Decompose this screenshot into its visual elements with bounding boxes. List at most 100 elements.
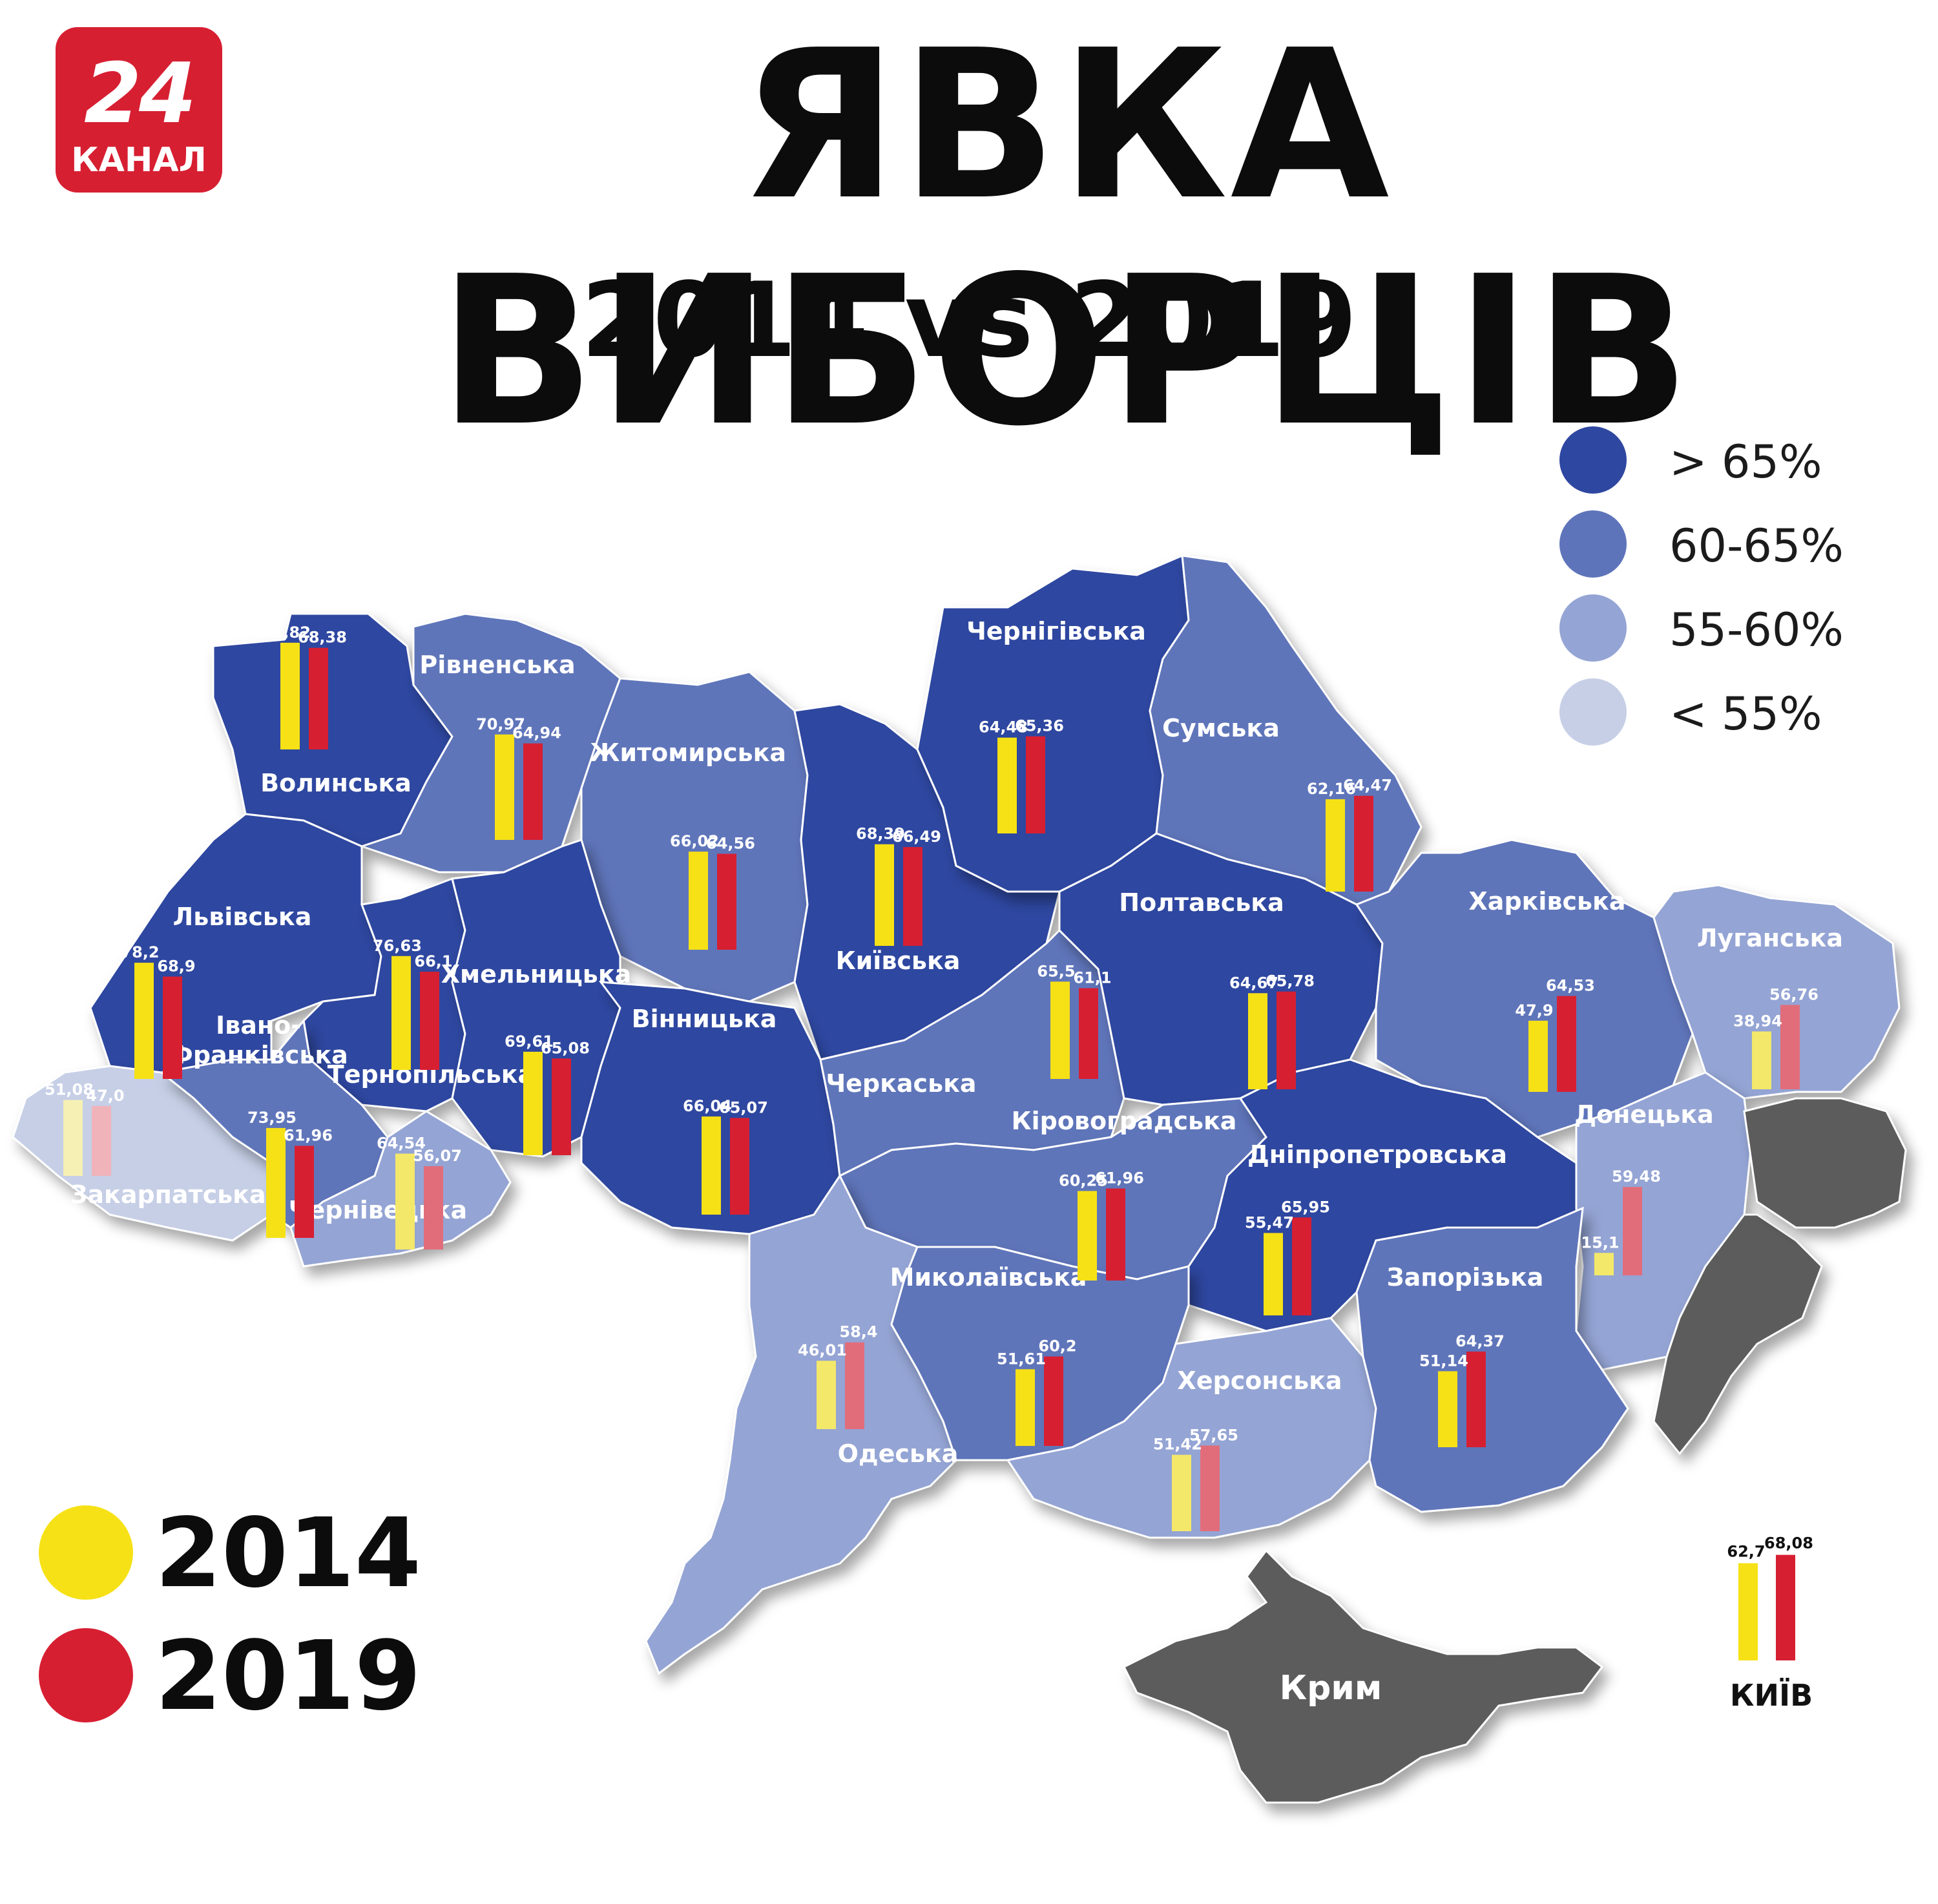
region-label-region-2: Житомирська xyxy=(590,738,786,767)
bar-2019-region-1 xyxy=(523,743,543,840)
region-label-region-22: Херсонська xyxy=(1177,1366,1342,1395)
value-label-2014-region-3: 68,39 xyxy=(856,825,905,843)
value-label-2019-region-13: 56,76 xyxy=(1769,985,1818,1003)
bar-2019-region-6 xyxy=(163,976,182,1079)
bar-2014-region-18 xyxy=(1264,1233,1283,1315)
legend-label: > 65% xyxy=(1669,435,1822,488)
bar-2019-region-3 xyxy=(903,847,922,946)
value-label-2014-region-4: 64,48 xyxy=(979,718,1028,737)
crimea-shape xyxy=(1122,1549,1604,1804)
value-label-2014-region-16: 64,54 xyxy=(377,1135,426,1153)
value-label-2019-region-6: 68,9 xyxy=(157,957,195,976)
region-label-region-5: Сумська xyxy=(1162,714,1280,742)
value-label-2014-region-9: 66,04 xyxy=(683,1097,732,1115)
value-label-2019-region-1: 64,94 xyxy=(512,724,561,742)
region-label-region-1: Рівненська xyxy=(419,651,575,679)
region-label-region-15-line2: Франківська xyxy=(169,1041,348,1069)
region-label-region-8: Хмельницька xyxy=(441,960,632,989)
value-label-2014-region-7: 76,63 xyxy=(373,937,422,955)
value-label-2019-region-21: 60,2 xyxy=(1038,1337,1076,1355)
bar-2014-region-22 xyxy=(1172,1454,1191,1531)
bar-2014-region-9 xyxy=(702,1116,721,1215)
bar-2014-region-4 xyxy=(997,737,1017,833)
logo-text: КАНАЛ xyxy=(71,141,207,180)
bar-2019-region-21 xyxy=(1044,1356,1063,1446)
value-label-2014-region-22: 51,42 xyxy=(1153,1436,1202,1454)
bar-2014-region-8 xyxy=(523,1051,543,1155)
legend-swatch xyxy=(1559,678,1627,746)
value-label-2014-region-11: 64,67 xyxy=(1229,974,1278,992)
value-label-2014-region-13: 38,94 xyxy=(1733,1012,1782,1030)
bar-2019-region-20 xyxy=(845,1342,864,1429)
value-label-2019-kyiv-city: 68,08 xyxy=(1764,1534,1813,1553)
value-label-2014-region-17: 60,25 xyxy=(1059,1171,1108,1189)
legend-label: 60-65% xyxy=(1669,519,1844,572)
value-label-2019-region-2: 64,56 xyxy=(706,835,755,853)
value-label-2019-region-8: 65,08 xyxy=(541,1039,590,1057)
value-label-2019-region-19: 59,48 xyxy=(1612,1167,1661,1186)
bar-2019-region-15 xyxy=(295,1146,314,1238)
value-label-2019-region-4: 65,36 xyxy=(1015,717,1064,735)
value-label-2019-region-20: 58,4 xyxy=(839,1323,877,1341)
bar-2014-region-7 xyxy=(391,956,411,1070)
bar-2014-region-14 xyxy=(63,1100,83,1176)
bar-2014-region-16 xyxy=(395,1153,415,1250)
region-label-region-6: Львівська xyxy=(173,903,312,931)
bar-2014-kyiv-city xyxy=(1738,1563,1758,1660)
value-label-2014-kyiv-city: 62,7 xyxy=(1727,1543,1765,1561)
bar-2019-region-7 xyxy=(420,971,439,1070)
region-20-shape xyxy=(645,1174,957,1675)
value-label-2019-region-22: 57,65 xyxy=(1189,1426,1238,1444)
bar-2019-region-8 xyxy=(552,1058,571,1155)
bar-2014-region-2 xyxy=(689,852,708,950)
bar-2014-region-3 xyxy=(875,844,894,946)
legend-label: < 55% xyxy=(1669,687,1822,740)
bar-2019-kyiv-city xyxy=(1776,1554,1795,1660)
page-title: ЯВКА ВИБОРЦІВ xyxy=(438,6,1694,471)
kyiv-city-label: КИЇВ xyxy=(1730,1678,1813,1713)
bar-2019-region-14 xyxy=(92,1105,111,1176)
value-label-2014-region-0: 71,82 xyxy=(262,623,311,642)
year-swatch-2019 xyxy=(39,1628,133,1722)
bar-2019-region-16 xyxy=(424,1166,443,1250)
bar-2014-region-15 xyxy=(266,1127,286,1238)
region-label-region-10: Черкаська xyxy=(826,1069,976,1098)
value-label-2019-region-0: 68,38 xyxy=(298,629,347,647)
value-label-2014-region-15: 73,95 xyxy=(247,1109,297,1127)
page-subtitle: 2014 vs 2019 xyxy=(581,260,1357,381)
bar-2019-region-13 xyxy=(1780,1005,1800,1089)
value-label-2014-region-2: 66,02 xyxy=(670,832,719,850)
bar-2019-region-12 xyxy=(1557,996,1576,1092)
value-label-2019-region-10: 61,1 xyxy=(1073,968,1111,987)
bar-2014-region-12 xyxy=(1528,1020,1548,1092)
bar-2014-region-11 xyxy=(1248,993,1267,1089)
value-label-2014-region-23: 51,14 xyxy=(1419,1352,1468,1370)
region-13-shape xyxy=(1652,884,1901,1100)
value-label-2019-region-9: 65,07 xyxy=(719,1098,768,1116)
value-label-2019-region-17: 61,96 xyxy=(1095,1169,1144,1187)
value-label-2014-region-5: 62,16 xyxy=(1307,780,1356,798)
logo-number: 24 xyxy=(83,46,196,142)
value-label-2019-region-14: 47,0 xyxy=(86,1087,124,1105)
legend-swatch xyxy=(1559,594,1627,662)
value-label-2019-region-23: 64,37 xyxy=(1455,1332,1505,1350)
region-label-region-4: Чернігівська xyxy=(966,617,1146,645)
value-label-2014-region-19: 15,1 xyxy=(1581,1233,1619,1251)
region-label-region-12: Харківська xyxy=(1469,887,1626,915)
bar-2014-region-17 xyxy=(1078,1191,1097,1281)
bar-2019-region-9 xyxy=(730,1118,749,1215)
kyiv-city-bars: 62,768,08 КИЇВ xyxy=(1727,1534,1813,1713)
bar-2014-region-1 xyxy=(495,734,514,840)
bar-2019-region-17 xyxy=(1106,1188,1125,1281)
channel-24-logo: 24 КАНАЛ xyxy=(56,27,222,193)
region-label-region-18: Дніпропетровська xyxy=(1247,1140,1507,1169)
value-label-2019-region-12: 64,53 xyxy=(1546,977,1595,995)
bar-2014-region-21 xyxy=(1016,1369,1035,1446)
bar-2014-region-6 xyxy=(134,963,154,1079)
legend-label: 55-60% xyxy=(1669,603,1844,656)
value-label-2014-region-10: 65,5 xyxy=(1037,962,1075,980)
bar-2019-region-2 xyxy=(717,853,736,950)
value-label-2014-region-21: 51,61 xyxy=(997,1350,1046,1368)
bar-2014-region-13 xyxy=(1752,1031,1771,1089)
